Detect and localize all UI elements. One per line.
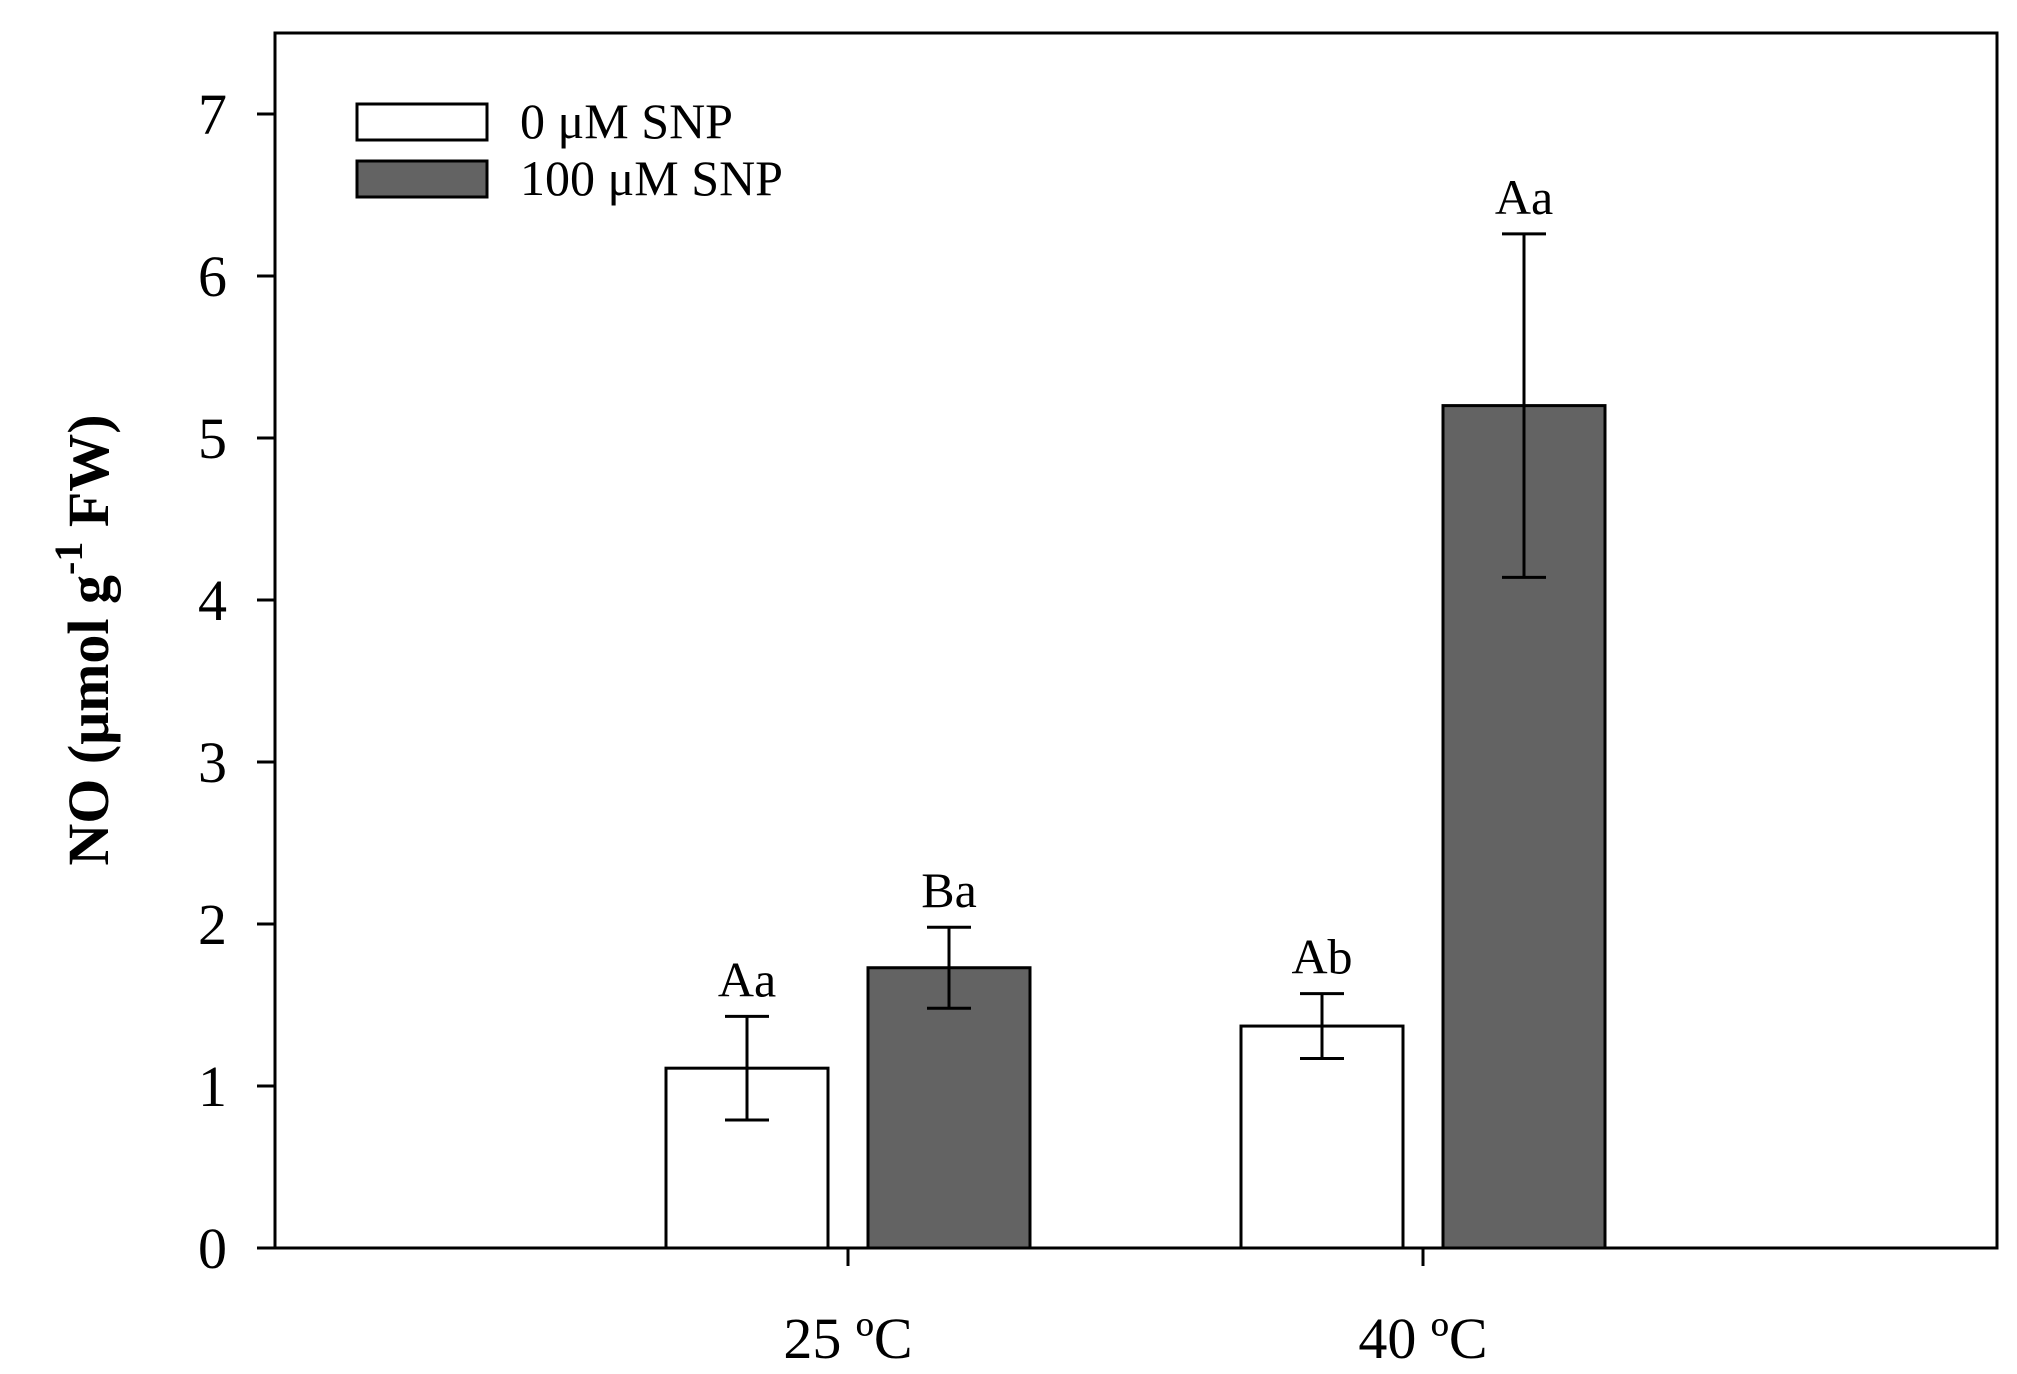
significance-label: Aa (1495, 169, 1553, 225)
y-tick-label: 6 (198, 244, 227, 309)
significance-labels: Aa Ab Ba Aa (718, 169, 1553, 1007)
significance-label: Ab (1291, 929, 1352, 985)
bar (866, 966, 1032, 1250)
y-tick-label: 4 (198, 568, 227, 633)
y-axis-label: NO (μmol g-1 FW) (46, 414, 121, 865)
y-tick-label: 1 (198, 1054, 227, 1119)
bars (664, 404, 1607, 1250)
y-axis: 0 1 2 3 4 5 6 7 (198, 82, 275, 1281)
x-axis: 25 ºC 40 ºC (783, 1248, 1488, 1371)
y-tick-label: 0 (198, 1216, 227, 1281)
bar (1441, 404, 1607, 1250)
error-bars (725, 232, 1546, 1122)
y-tick-label: 2 (198, 892, 227, 957)
significance-label: Ba (921, 862, 977, 918)
y-tick-label: 7 (198, 82, 227, 147)
x-category-label: 25 ºC (783, 1306, 912, 1371)
y-tick-label: 5 (198, 406, 227, 471)
legend-swatch (355, 159, 489, 199)
significance-label: Aa (718, 951, 776, 1007)
x-category-label: 40 ºC (1358, 1306, 1487, 1371)
y-axis-label-superscript: -1 (46, 542, 91, 575)
bar (1239, 1024, 1405, 1250)
legend-swatch (355, 102, 489, 142)
y-axis-label-main: NO (μmol g (56, 575, 121, 866)
y-tick-label: 3 (198, 730, 227, 795)
y-axis-label-suffix: FW) (56, 414, 121, 541)
legend-label: 0 μM SNP (520, 93, 733, 149)
plot-frame (273, 31, 1999, 1250)
legend-label: 100 μM SNP (520, 150, 783, 206)
